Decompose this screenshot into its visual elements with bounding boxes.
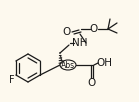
Text: O: O xyxy=(90,24,98,34)
Text: OH: OH xyxy=(96,58,112,68)
Text: F: F xyxy=(9,75,15,85)
Text: O: O xyxy=(63,27,71,37)
Text: NH: NH xyxy=(72,38,88,48)
Text: O: O xyxy=(88,78,96,88)
Text: Abs: Abs xyxy=(61,60,75,69)
